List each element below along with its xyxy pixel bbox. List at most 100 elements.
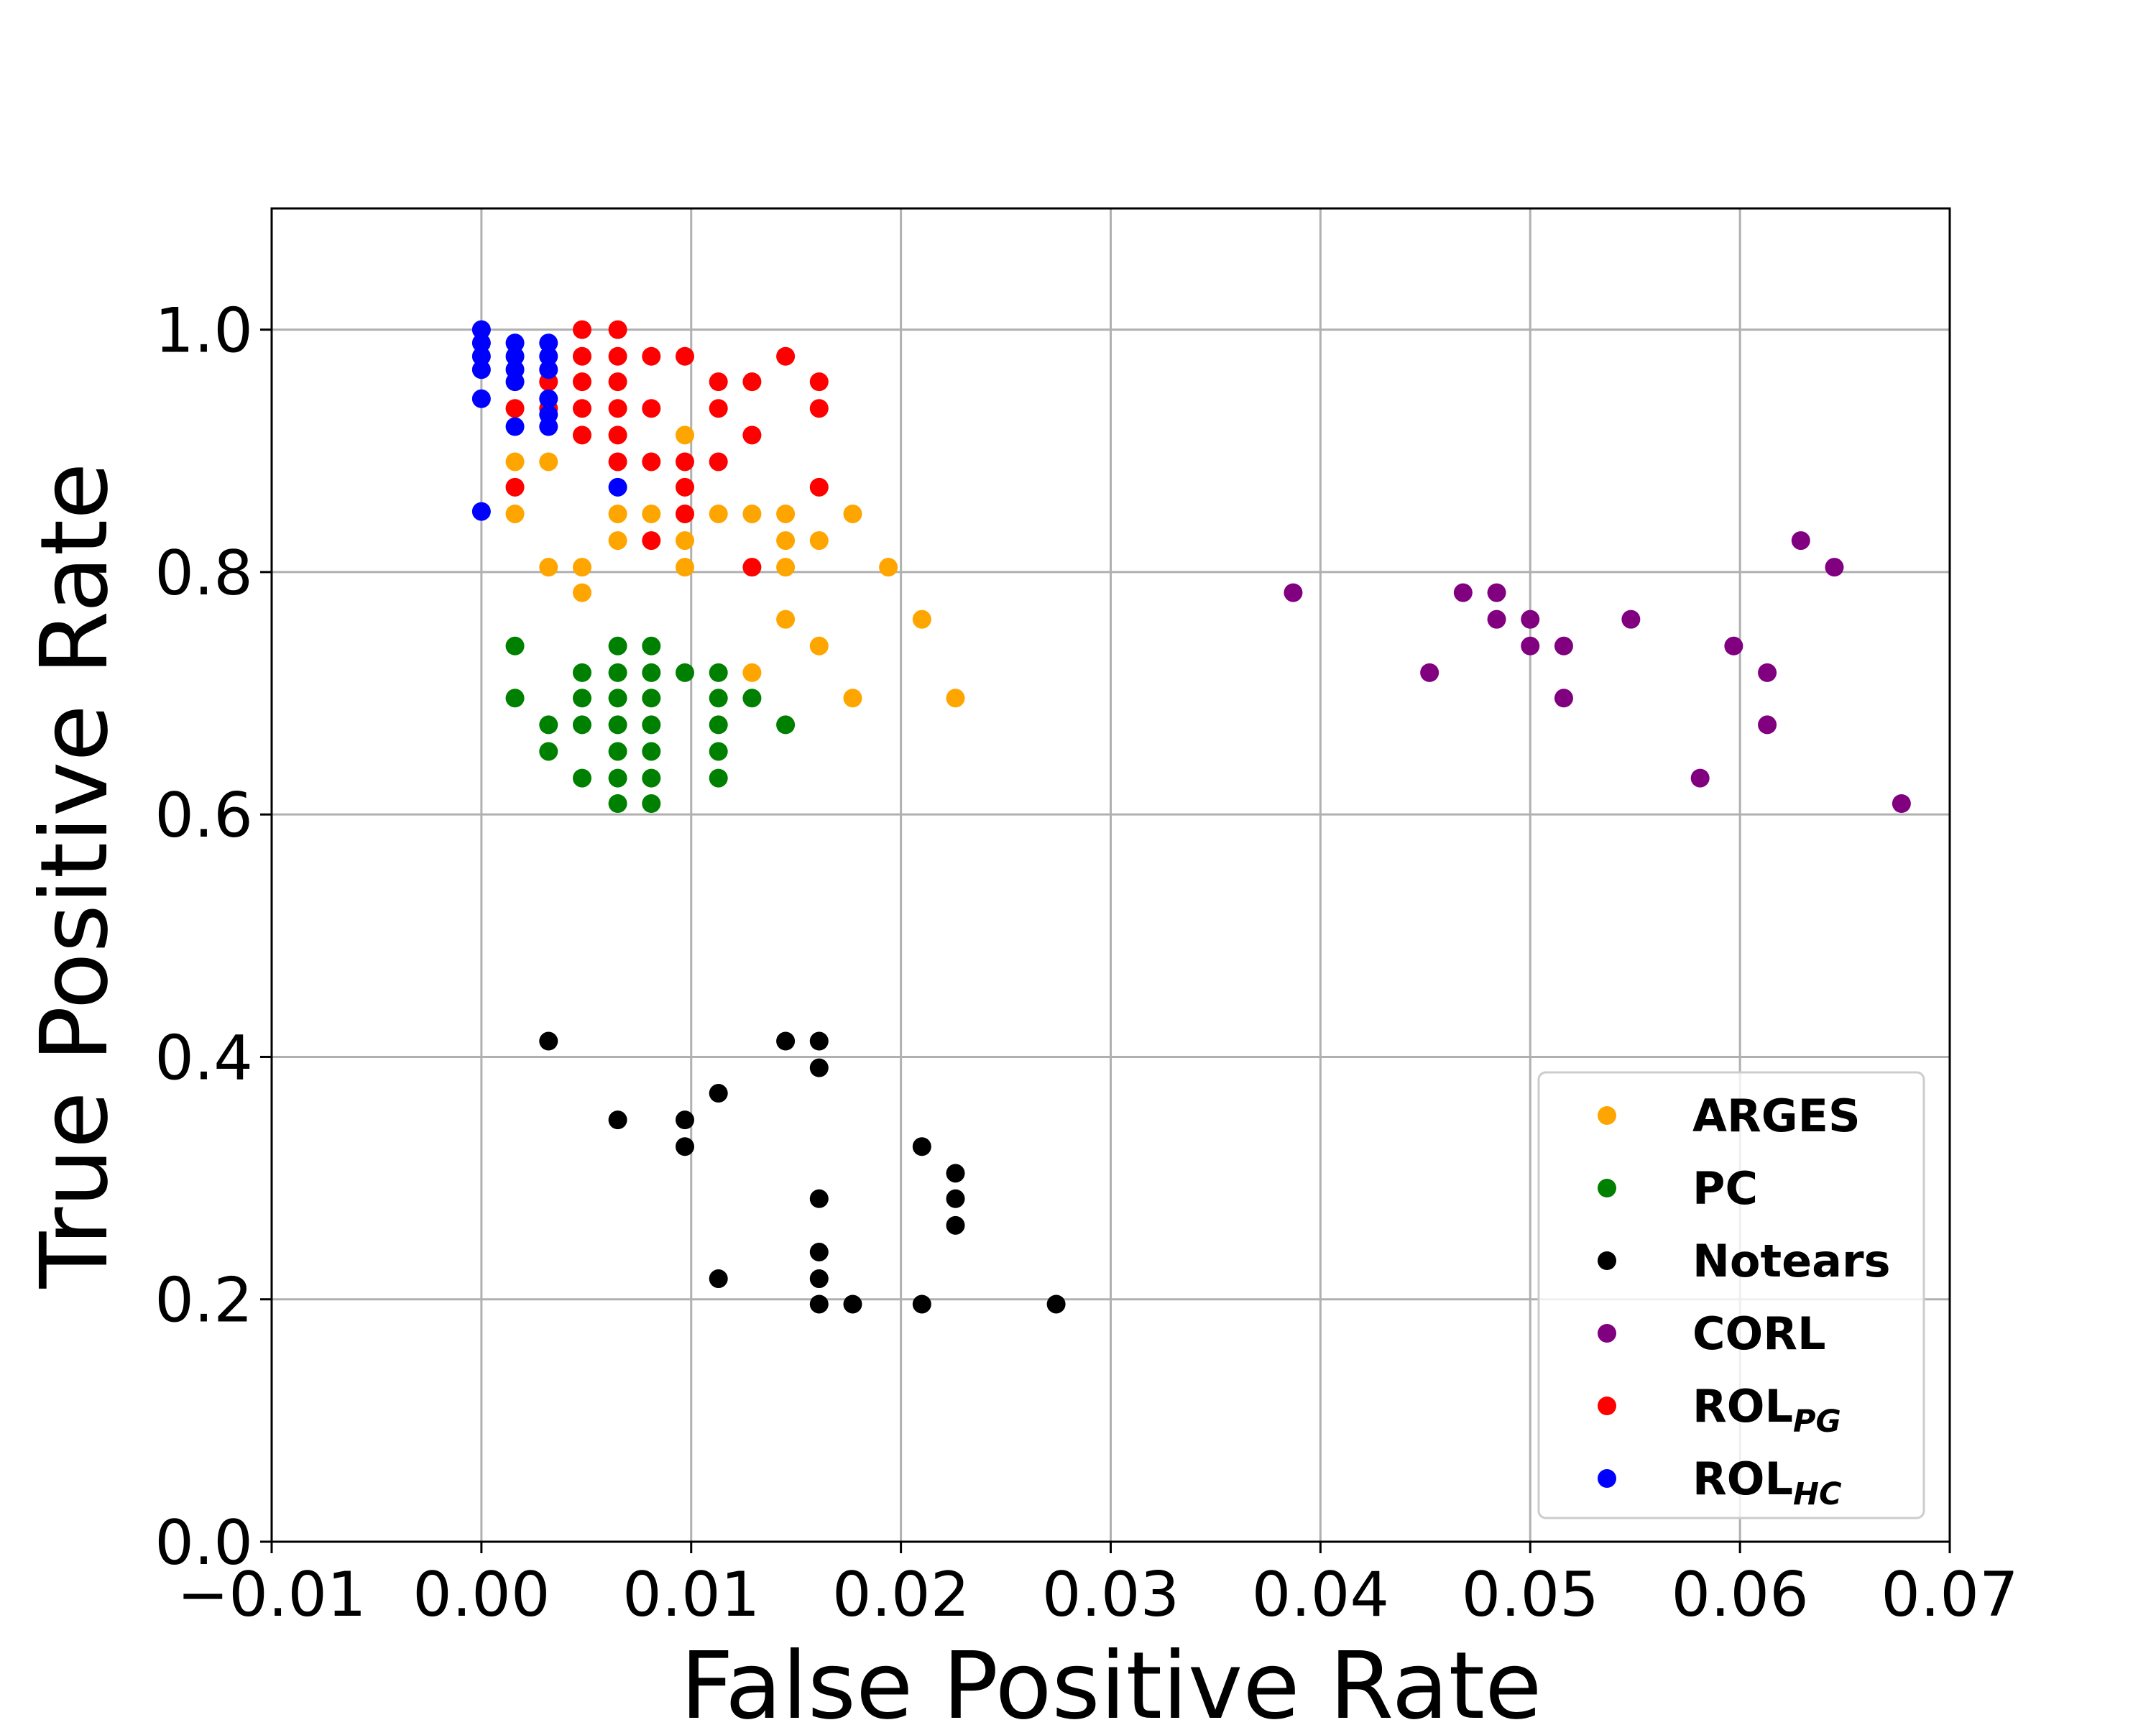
data-point [809, 477, 829, 497]
data-point [1521, 610, 1540, 629]
data-point [572, 715, 591, 735]
data-point [809, 372, 829, 392]
data-point [608, 636, 627, 656]
data-point [471, 346, 491, 366]
x-tick-label: 0.06 [1671, 1559, 1808, 1631]
data-point [1284, 583, 1303, 602]
data-point [642, 346, 661, 366]
data-point [642, 742, 661, 761]
data-point [776, 531, 796, 551]
data-point [642, 636, 661, 656]
legend-label: ARGES [1692, 1090, 1861, 1142]
data-point [572, 399, 591, 418]
data-point [572, 426, 591, 445]
data-point [1420, 663, 1439, 682]
data-point [912, 1137, 931, 1156]
data-point [505, 417, 525, 436]
y-tick-label: 0.2 [155, 1265, 253, 1337]
data-point [642, 531, 661, 551]
data-point [642, 399, 661, 418]
data-point [742, 558, 762, 577]
legend-frame [1537, 1071, 1925, 1519]
data-point [505, 372, 525, 392]
data-point [709, 689, 728, 708]
data-point [776, 558, 796, 577]
data-point [642, 689, 661, 708]
data-point [1892, 794, 1911, 814]
data-point [709, 372, 728, 392]
data-point [642, 452, 661, 472]
data-point [776, 1031, 796, 1051]
data-point [809, 1269, 829, 1289]
legend-marker [1598, 1469, 1616, 1488]
data-point [675, 558, 694, 577]
data-point [776, 504, 796, 523]
data-point [709, 504, 728, 523]
data-point [1046, 1294, 1066, 1314]
y-tick-label: 0.0 [155, 1507, 253, 1579]
legend-label: PC [1692, 1162, 1758, 1215]
data-point [608, 372, 627, 392]
data-point [471, 502, 491, 521]
data-point [608, 426, 627, 445]
data-point [709, 715, 728, 735]
y-tick-label: 0.4 [155, 1022, 253, 1094]
data-point [776, 610, 796, 629]
data-point [776, 715, 796, 735]
data-point [843, 1294, 862, 1314]
x-tick-label: 0.05 [1462, 1559, 1599, 1631]
x-tick-label: 0.01 [622, 1559, 760, 1631]
data-point [471, 320, 491, 339]
series-rol-hc [471, 320, 627, 521]
legend-item-notears: Notears [1598, 1235, 1891, 1287]
data-point [539, 334, 558, 353]
data-point [809, 531, 829, 551]
data-point [642, 768, 661, 788]
series-pc [505, 636, 796, 814]
series-corl [1284, 531, 1911, 814]
legend-label-subscript: PG [1793, 1404, 1841, 1440]
data-point [1791, 531, 1810, 551]
data-point [642, 504, 661, 523]
data-point [742, 372, 762, 392]
data-point [608, 346, 627, 366]
data-point [539, 1031, 558, 1051]
data-point [471, 360, 491, 380]
data-point [742, 689, 762, 708]
data-point [608, 715, 627, 735]
data-point [675, 1137, 694, 1156]
data-point [539, 715, 558, 735]
data-point [572, 583, 591, 602]
data-point [742, 663, 762, 682]
data-point [539, 346, 558, 366]
data-point [608, 794, 627, 814]
x-tick-label: 0.02 [832, 1559, 969, 1631]
data-point [1758, 715, 1777, 735]
data-point [675, 504, 694, 523]
data-point [809, 1031, 829, 1051]
data-point [1554, 689, 1573, 708]
data-point [505, 452, 525, 472]
data-point [742, 426, 762, 445]
data-point [843, 504, 862, 523]
data-point [675, 477, 694, 497]
data-point [642, 663, 661, 682]
data-point [1690, 768, 1710, 788]
data-point [709, 742, 728, 761]
data-point [608, 504, 627, 523]
legend-item-corl: CORL [1598, 1307, 1825, 1360]
data-point [642, 715, 661, 735]
data-point [709, 768, 728, 788]
data-point [572, 558, 591, 577]
legend-marker [1598, 1106, 1616, 1125]
x-tick-label: 0.07 [1881, 1559, 2018, 1631]
data-point [572, 768, 591, 788]
legend-label: CORL [1692, 1307, 1825, 1360]
data-point [539, 742, 558, 761]
data-point [809, 1189, 829, 1208]
data-point [946, 1189, 965, 1208]
data-point [505, 477, 525, 497]
data-point [946, 1164, 965, 1183]
